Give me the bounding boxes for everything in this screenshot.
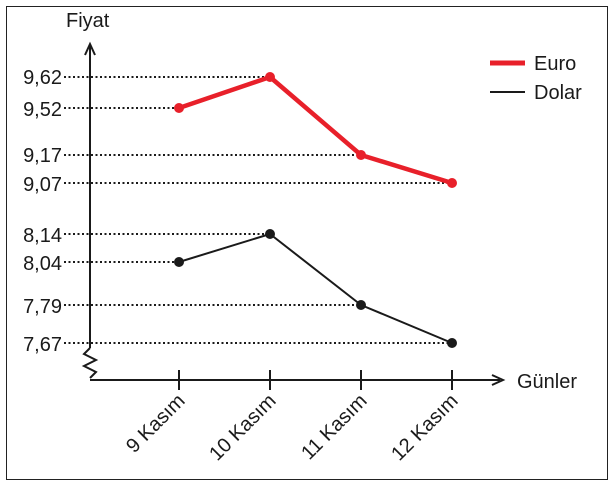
- chart-border: [6, 6, 608, 480]
- y-tick-label: 9,07: [23, 174, 62, 196]
- data-point-dolar: [447, 338, 457, 348]
- data-point-dolar: [174, 257, 184, 267]
- y-tick-labels: 9,62 9,52 9,17 9,07 8,14 8,04 7,79 7,67: [23, 67, 62, 356]
- series-line-dolar: [178, 233, 453, 344]
- y-tick-label: 8,14: [23, 225, 62, 247]
- y-tick-label: 7,79: [23, 296, 62, 318]
- x-category-labels: 9 Kasım 10 Kasım 11 Kasım 12 Kasım: [122, 390, 462, 465]
- x-category-label: 12 Kasım: [387, 390, 462, 465]
- y-axis-title: Fiyat: [66, 10, 110, 32]
- x-axis-title: Günler: [517, 371, 577, 393]
- x-category-label: 10 Kasım: [205, 390, 280, 465]
- y-axis: [81, 41, 99, 379]
- y-tick-label: 7,67: [23, 334, 62, 356]
- x-category-label: 11 Kasım: [297, 390, 371, 464]
- y-tick-label: 9,52: [23, 99, 62, 121]
- data-point-euro: [356, 150, 366, 160]
- legend-label-euro: Euro: [534, 53, 576, 75]
- y-tick-label: 8,04: [23, 253, 62, 275]
- axis-break-icon: [81, 347, 99, 379]
- data-point-euro: [447, 178, 457, 188]
- legend-label-dolar: Dolar: [534, 82, 582, 104]
- series-layer: [174, 72, 457, 348]
- legend: Euro Dolar: [490, 53, 582, 104]
- data-point-euro: [265, 72, 275, 82]
- data-point-dolar: [356, 300, 366, 310]
- series-line-euro: [178, 74, 453, 186]
- x-category-label: 9 Kasım: [122, 390, 189, 457]
- x-ticks: [178, 370, 453, 390]
- y-tick-label: 9,17: [23, 145, 62, 167]
- y-tick-label: 9,62: [23, 67, 62, 89]
- data-point-dolar: [265, 229, 275, 239]
- data-point-euro: [174, 103, 184, 113]
- guide-lines: [64, 76, 452, 344]
- x-axis: [90, 374, 506, 386]
